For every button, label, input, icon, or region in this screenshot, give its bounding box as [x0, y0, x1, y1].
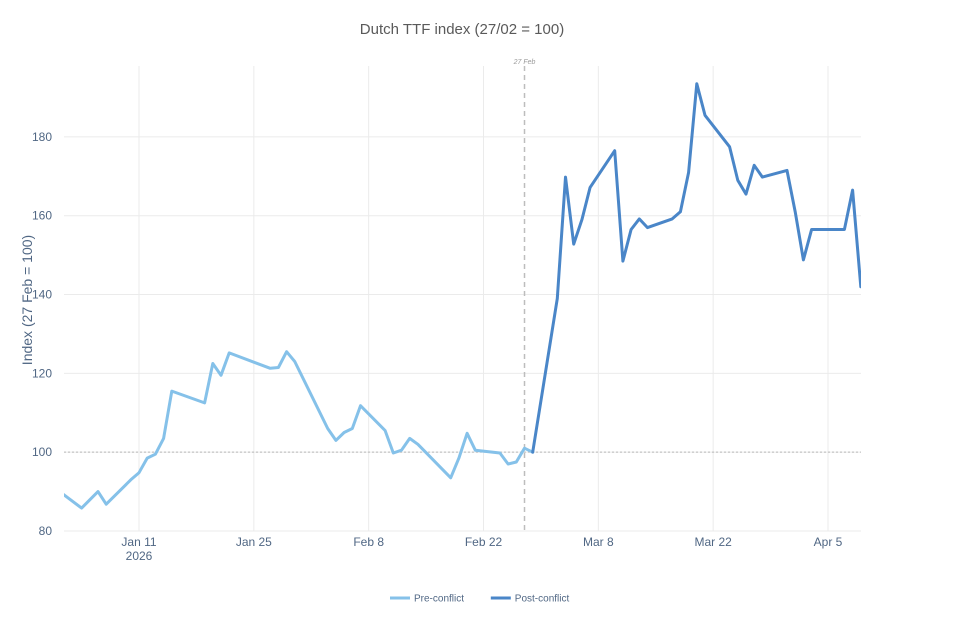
- series-lines: [64, 82, 861, 510]
- series-line-post-conflict: [531, 82, 861, 454]
- y-tick-label: 100: [32, 445, 52, 459]
- x-tick-label: Mar 8: [583, 535, 614, 549]
- legend: Pre-conflict Post-conflict: [390, 594, 569, 605]
- grid-lines: [64, 66, 861, 532]
- x-tick-label: Feb 8: [353, 535, 384, 549]
- y-tick-label: 80: [39, 524, 53, 538]
- y-axis-title: Index (27 Feb = 100): [19, 235, 35, 365]
- legend-label: Post-conflict: [515, 594, 570, 605]
- y-axis-ticks: 80 100 120 140 160 180: [32, 130, 52, 538]
- x-tick-label: Apr 5: [814, 535, 843, 549]
- chart-title: Dutch TTF index (27/02 = 100): [360, 21, 564, 38]
- y-tick-label: 160: [32, 209, 52, 223]
- x-tick-label: Feb 22: [465, 535, 503, 549]
- x-tick-label: Jan 11: [121, 535, 156, 549]
- reference-lines: 27 Feb: [64, 59, 861, 531]
- event-marker-label: 27 Feb: [513, 59, 536, 66]
- y-tick-label: 120: [32, 366, 52, 380]
- x-tick-label: Mar 22: [694, 535, 732, 549]
- legend-label: Pre-conflict: [414, 594, 464, 605]
- x-tick-sublabel: 2026: [126, 549, 153, 563]
- series-line-pre-conflict: [64, 350, 535, 510]
- y-tick-label: 180: [32, 130, 52, 144]
- y-tick-label: 140: [32, 288, 52, 302]
- x-tick-label: Jan 25: [236, 535, 272, 549]
